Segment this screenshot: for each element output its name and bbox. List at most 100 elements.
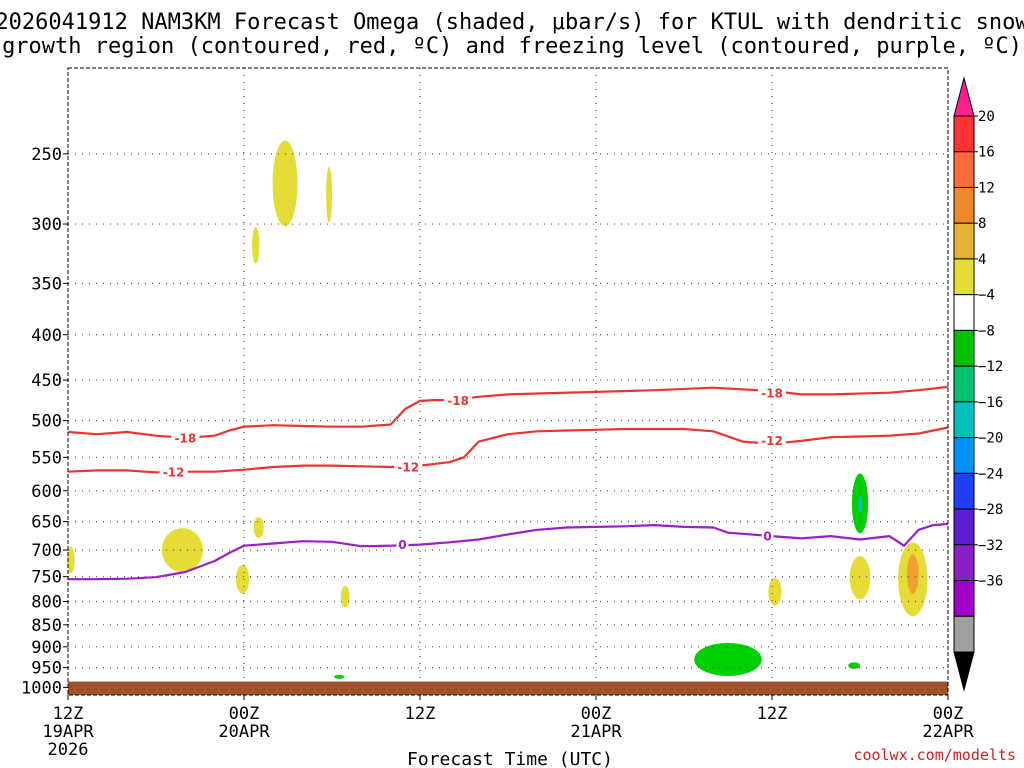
chart-title-line-2: growth region (contoured, red, ºC) and f… <box>2 34 1022 59</box>
y-tick-label: 450 <box>31 371 62 391</box>
omega-shaded-region <box>161 528 203 573</box>
x-tick-label: 00Z <box>581 704 612 724</box>
chart-title-line-1: 2026041912 NAM3KM Forecast Omega (shaded… <box>0 10 1024 35</box>
colorbar-label: −4 <box>978 288 995 304</box>
omega-shaded-region <box>272 140 298 227</box>
contour-label: 0 <box>398 538 406 552</box>
colorbar-label: −12 <box>978 359 1003 375</box>
contour-line <box>67 385 949 439</box>
colorbar-label: −36 <box>978 574 1003 590</box>
contour-label: -12 <box>397 461 419 475</box>
x-tick-label: 12Z <box>405 704 436 724</box>
omega-shading-layer <box>67 140 928 679</box>
contour-label-bg <box>758 432 786 447</box>
omega-shaded-region <box>326 166 333 223</box>
omega-shaded-region <box>857 495 863 514</box>
omega-shaded-region <box>334 674 345 679</box>
y-tick-label: 500 <box>31 412 62 432</box>
y-tick-label: 700 <box>31 541 62 561</box>
contour-label: -18 <box>174 432 196 446</box>
y-tick-label: 250 <box>31 145 62 165</box>
y-tick-label: 550 <box>31 448 62 468</box>
omega-shaded-region <box>768 577 782 606</box>
colorbar-label: 8 <box>978 216 986 232</box>
x-axis-label: Forecast Time (UTC) <box>407 749 613 768</box>
colorbar-label: 12 <box>978 180 995 196</box>
omega-shaded-region <box>848 662 861 669</box>
colorbar-swatch <box>953 329 975 367</box>
x-tick-label: 12Z <box>53 704 84 724</box>
contour-line <box>68 522 949 581</box>
y-tick-label: 800 <box>31 593 62 613</box>
colorbar-label: −32 <box>978 538 1003 554</box>
colorbar-swatch <box>953 544 975 582</box>
colorbar-bottom-arrow <box>953 651 975 692</box>
colorbar-top-arrow <box>953 76 975 117</box>
colorbar-label: −28 <box>978 502 1003 518</box>
colorbar-label: 20 <box>978 109 995 125</box>
omega-shaded-region <box>849 556 871 600</box>
contour-label-bg <box>394 459 423 474</box>
x-tick-label: 21APR <box>570 722 622 742</box>
colorbar-label: −16 <box>978 395 1003 411</box>
contour-line <box>67 426 949 474</box>
contour-label-bg <box>758 385 786 400</box>
contour-label: -18 <box>761 387 783 401</box>
y-axis: 2503003504004505005506006507007508008509… <box>21 145 68 698</box>
contour-label-bg <box>171 430 200 445</box>
colorbar-swatch <box>953 186 975 224</box>
y-tick-label: 400 <box>31 326 62 346</box>
colorbar-label: −24 <box>978 466 1003 482</box>
contour-label: -12 <box>163 465 185 479</box>
colorbar-swatch <box>953 437 975 474</box>
contour-label: -18 <box>447 394 469 408</box>
ground-surface <box>68 681 948 695</box>
colorbar-swatch <box>953 401 975 439</box>
colorbar: 20 16 12 8 4 −4 −8 −12 −16 −20 −24 −28 −32 −36 <box>953 76 1003 692</box>
x-tick-label: 2026 <box>48 740 89 760</box>
omega-shaded-region <box>340 585 350 608</box>
colorbar-swatch <box>953 294 975 331</box>
y-tick-label: 650 <box>31 513 62 533</box>
y-tick-label: 1000 <box>21 678 62 698</box>
contour-label-bg <box>396 537 409 552</box>
x-tick-label: 20APR <box>218 722 270 742</box>
x-tick-label: 00Z <box>933 704 964 724</box>
x-tick-label: 00Z <box>229 704 260 724</box>
y-tick-label: 600 <box>31 482 62 502</box>
x-tick-label: 12Z <box>757 704 788 724</box>
colorbar-swatch <box>953 508 975 546</box>
omega-shaded-region <box>906 554 919 594</box>
colorbar-swatch <box>953 151 975 188</box>
y-tick-label: 750 <box>31 568 62 588</box>
y-tick-label: 850 <box>31 616 62 636</box>
credit-text: coolwx.com/modelts <box>853 746 1016 764</box>
colorbar-swatch <box>953 472 975 510</box>
colorbar-swatch <box>953 222 975 260</box>
x-tick-label: 22APR <box>922 722 974 742</box>
grid-lines <box>68 68 948 695</box>
colorbar-label: −20 <box>978 431 1003 447</box>
omega-shaded-region <box>253 516 264 538</box>
contour-label: -12 <box>761 434 783 448</box>
plot-frame <box>67 67 949 696</box>
contour-label: 0 <box>763 530 771 544</box>
plot-area: -18 -18 -18 -12 -12 -12 0 0 <box>67 67 949 696</box>
contour-label-bg <box>159 464 188 479</box>
y-tick-label: 300 <box>31 215 62 235</box>
colorbar-swatch <box>953 365 975 403</box>
colorbar-swatch <box>953 258 975 296</box>
colorbar-swatch <box>953 580 975 617</box>
y-tick-label: 900 <box>31 638 62 658</box>
colorbar-label: −8 <box>978 323 995 339</box>
colorbar-label: 4 <box>978 252 986 268</box>
omega-shaded-region <box>252 227 260 264</box>
omega-shaded-region <box>235 564 250 594</box>
omega-shaded-region <box>67 546 75 574</box>
y-tick-label: 950 <box>31 659 62 679</box>
omega-shaded-region <box>694 642 762 677</box>
y-tick-label: 350 <box>31 274 62 294</box>
colorbar-label: 16 <box>978 145 995 161</box>
